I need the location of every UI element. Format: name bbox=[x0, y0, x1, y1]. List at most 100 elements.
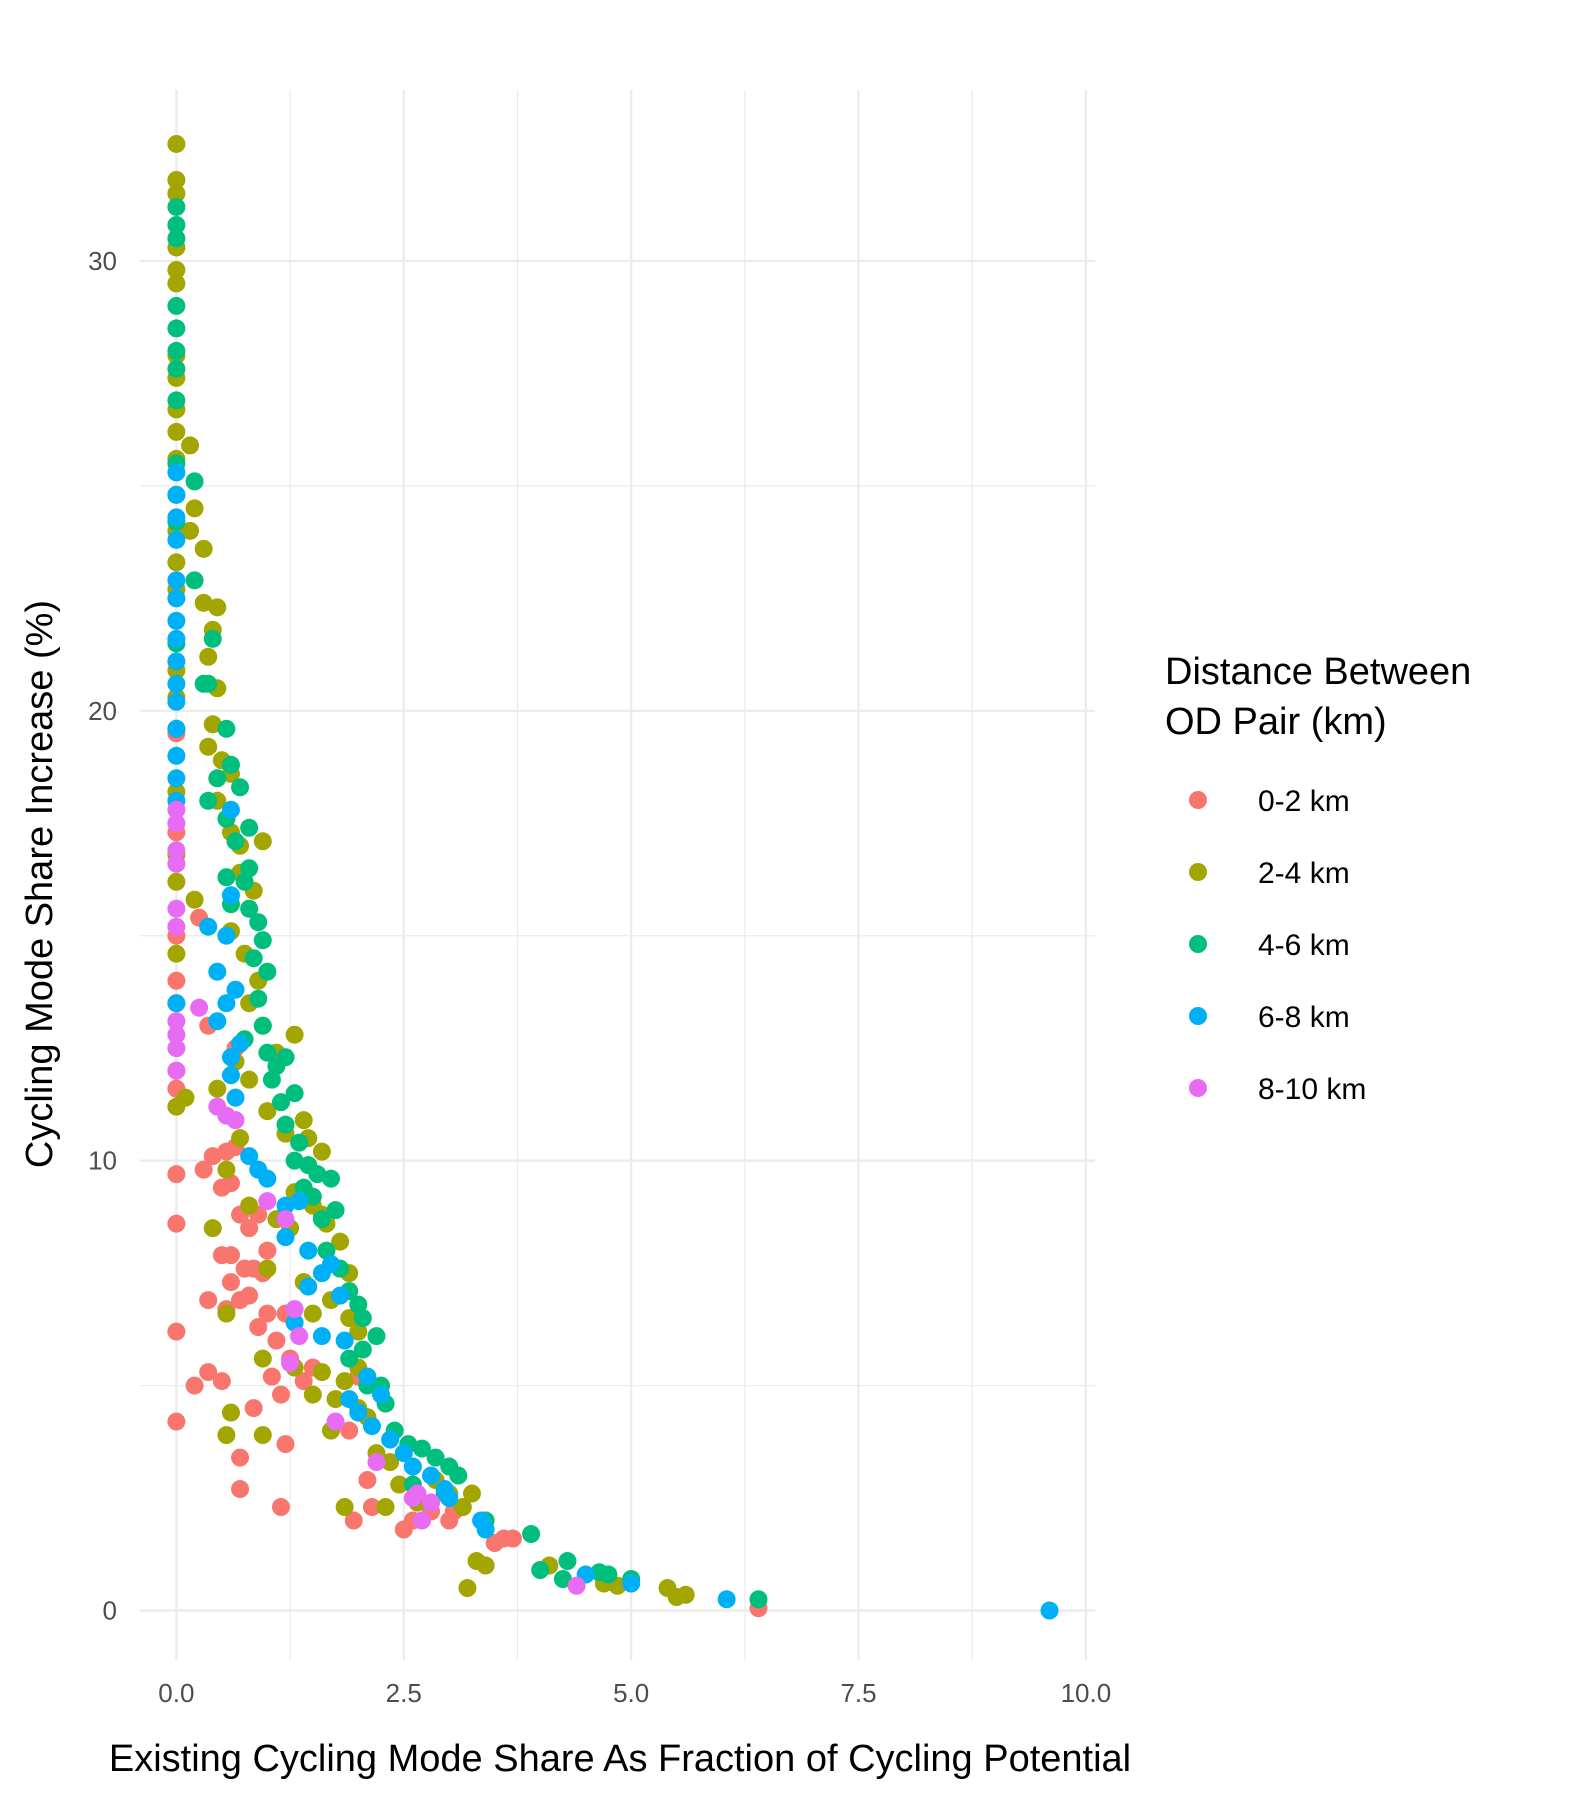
data-point bbox=[231, 1034, 250, 1053]
data-point bbox=[558, 1552, 577, 1571]
data-point bbox=[322, 1169, 340, 1188]
data-point bbox=[394, 1444, 413, 1463]
data-point bbox=[231, 1129, 250, 1148]
data-point bbox=[181, 521, 200, 540]
data-point bbox=[335, 1372, 354, 1391]
data-point bbox=[472, 1511, 491, 1530]
data-point bbox=[503, 1529, 522, 1548]
data-point bbox=[167, 1039, 186, 1058]
data-point bbox=[271, 1093, 290, 1112]
data-point bbox=[271, 1385, 290, 1404]
legend-key bbox=[1189, 791, 1207, 809]
data-point bbox=[1040, 1601, 1059, 1620]
data-point bbox=[185, 571, 204, 590]
data-point bbox=[253, 1349, 272, 1368]
data-point bbox=[221, 1403, 240, 1422]
data-point bbox=[449, 1466, 468, 1485]
data-point bbox=[462, 1484, 481, 1503]
data-point bbox=[167, 917, 186, 936]
legend-items: 0-2 km 2-4 km 4-6 km 6-8 km 8-10 km bbox=[1189, 785, 1366, 1106]
data-point bbox=[353, 1340, 372, 1359]
data-point bbox=[440, 1489, 459, 1508]
data-point bbox=[199, 791, 218, 810]
data-point bbox=[185, 890, 204, 909]
data-point bbox=[258, 1241, 277, 1260]
data-point bbox=[217, 1304, 236, 1323]
data-point bbox=[276, 1210, 295, 1229]
grid bbox=[140, 90, 1095, 1660]
data-point bbox=[290, 1192, 309, 1211]
data-point bbox=[167, 485, 186, 504]
data-point bbox=[312, 1327, 331, 1346]
data-point bbox=[326, 1201, 345, 1220]
data-point bbox=[303, 1304, 322, 1323]
y-tick-label: 10 bbox=[88, 1146, 117, 1176]
data-point bbox=[199, 1363, 218, 1382]
data-point bbox=[167, 463, 186, 482]
legend-key bbox=[1189, 1079, 1207, 1097]
legend-label: 8-10 km bbox=[1258, 1073, 1366, 1106]
data-point bbox=[258, 1169, 277, 1188]
data-point bbox=[253, 931, 272, 950]
legend-title-line-2: OD Pair (km) bbox=[1165, 701, 1387, 743]
data-point bbox=[226, 1111, 245, 1130]
data-point bbox=[326, 1390, 345, 1409]
legend-label: 2-4 km bbox=[1258, 857, 1350, 890]
data-point bbox=[167, 1012, 186, 1031]
y-tick-label: 30 bbox=[88, 246, 117, 276]
data-point bbox=[294, 1372, 313, 1391]
data-point bbox=[167, 629, 186, 648]
data-point bbox=[167, 994, 186, 1013]
data-point bbox=[367, 1327, 386, 1346]
data-point bbox=[167, 274, 186, 293]
data-point bbox=[376, 1498, 395, 1517]
data-point bbox=[199, 647, 218, 666]
data-point bbox=[362, 1498, 381, 1517]
y-tick-label: 20 bbox=[88, 696, 117, 726]
data-point bbox=[240, 1147, 259, 1166]
data-point bbox=[221, 1066, 240, 1085]
data-point bbox=[167, 1025, 186, 1044]
legend-key bbox=[1189, 1007, 1207, 1025]
data-point bbox=[567, 1576, 586, 1595]
data-point bbox=[217, 994, 236, 1013]
data-point bbox=[221, 886, 240, 905]
data-point bbox=[303, 1187, 322, 1206]
data-point bbox=[440, 1511, 459, 1530]
x-tick-label: 7.5 bbox=[840, 1678, 876, 1708]
x-axis-title: Existing Cycling Mode Share As Fraction … bbox=[109, 1738, 1131, 1780]
data-point bbox=[167, 184, 186, 203]
data-point bbox=[231, 778, 250, 797]
data-point bbox=[167, 692, 186, 711]
data-point bbox=[240, 1070, 259, 1089]
data-point bbox=[335, 1498, 354, 1517]
data-point bbox=[372, 1385, 391, 1404]
data-point bbox=[217, 719, 236, 738]
legend-key bbox=[1189, 935, 1207, 953]
data-point bbox=[217, 1426, 236, 1445]
data-point bbox=[349, 1403, 368, 1422]
data-point bbox=[240, 899, 259, 918]
data-point bbox=[203, 1147, 222, 1166]
data-point bbox=[285, 1025, 304, 1044]
data-point bbox=[208, 962, 227, 981]
data-point bbox=[258, 1304, 277, 1323]
data-point bbox=[331, 1286, 350, 1305]
data-point bbox=[290, 1327, 309, 1346]
data-point bbox=[285, 1300, 304, 1319]
data-point bbox=[622, 1574, 641, 1593]
data-point bbox=[340, 1390, 359, 1409]
data-point bbox=[167, 134, 186, 153]
data-point bbox=[240, 1286, 259, 1305]
data-point bbox=[167, 215, 186, 234]
data-point bbox=[208, 598, 227, 617]
legend-label: 0-2 km bbox=[1258, 785, 1350, 818]
data-point bbox=[167, 319, 186, 338]
data-point bbox=[231, 1448, 250, 1467]
data-point bbox=[217, 926, 236, 945]
data-point bbox=[221, 1246, 240, 1265]
data-point bbox=[249, 989, 268, 1008]
data-point bbox=[226, 1088, 245, 1107]
data-point bbox=[258, 1259, 277, 1278]
